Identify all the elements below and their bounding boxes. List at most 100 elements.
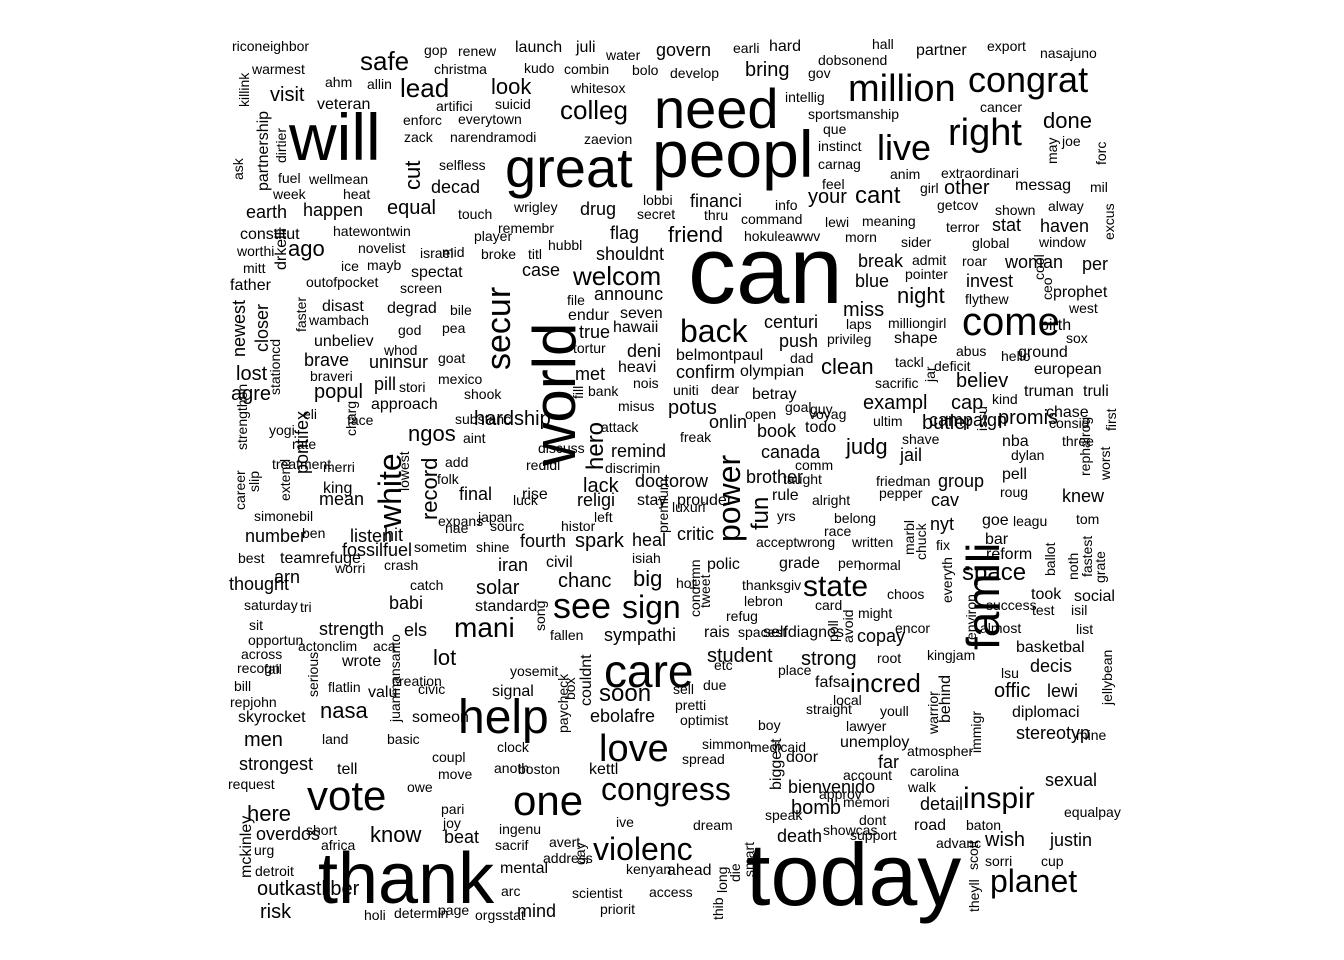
word-cloud-term: morn <box>845 229 877 245</box>
word-cloud-term: determin <box>394 905 448 921</box>
word-cloud-term: mid <box>442 244 465 260</box>
word-cloud-term: heat <box>343 186 370 202</box>
word-cloud-term: uniti <box>673 382 699 398</box>
word-cloud-term: right <box>948 112 1022 154</box>
word-cloud-term: lead <box>400 73 449 103</box>
word-cloud-term: tweet <box>697 574 713 608</box>
word-cloud-term: voyag <box>809 406 846 422</box>
word-cloud-term: father <box>230 277 272 294</box>
word-cloud-term: endur <box>568 307 610 324</box>
word-cloud-term: orgsstat <box>475 907 525 923</box>
word-cloud-term: anim <box>890 166 920 182</box>
word-cloud-term: nae <box>445 520 469 536</box>
word-cloud-term: stereotyp <box>1016 723 1090 743</box>
word-cloud-term: suicid <box>495 96 531 112</box>
word-cloud-term: tell <box>337 761 357 778</box>
word-cloud-term: serious <box>305 652 321 697</box>
word-cloud-term: remind <box>611 441 666 461</box>
word-cloud-term: land <box>322 731 348 747</box>
word-cloud-term: broke <box>481 246 516 262</box>
word-cloud-term: dylan <box>1011 447 1044 463</box>
word-cloud-term: civic <box>418 681 445 697</box>
word-cloud-term: first <box>1103 408 1119 431</box>
word-cloud-term: kenyan <box>626 861 671 877</box>
word-cloud-term: unemploy <box>840 734 909 751</box>
word-cloud-term: lebron <box>744 593 783 609</box>
word-cloud-term: pill <box>374 374 396 394</box>
word-cloud-term: rephalrog <box>1077 417 1093 476</box>
word-cloud-term: congress <box>601 771 731 807</box>
word-cloud-term: mani <box>454 612 515 643</box>
word-cloud-term: best <box>238 550 265 566</box>
word-cloud-term: opportun <box>248 632 303 648</box>
word-cloud-term: haven <box>1040 216 1089 236</box>
word-cloud-term: grate <box>1092 551 1108 583</box>
word-cloud-term: cool <box>1031 254 1047 280</box>
word-cloud-term: justin <box>1049 830 1092 850</box>
word-cloud-term: partnership <box>255 111 272 191</box>
word-cloud-term: milliongirl <box>888 315 946 331</box>
word-cloud-term: taught <box>783 471 822 487</box>
word-cloud-term: bar <box>985 531 1009 548</box>
word-cloud-term: privileg <box>827 331 871 347</box>
word-cloud-term: test <box>1032 602 1055 618</box>
word-cloud-term: here <box>247 801 291 826</box>
word-cloud-term: mean <box>319 489 364 509</box>
word-cloud-term: accept <box>756 534 797 550</box>
word-cloud-term: teamrefuge <box>280 550 361 567</box>
word-cloud-term: shook <box>464 386 502 402</box>
word-cloud-term: famili <box>957 543 1009 650</box>
word-cloud-term: mil <box>1090 179 1108 195</box>
word-cloud-term: freak <box>680 429 712 445</box>
word-cloud-term: book <box>757 421 797 441</box>
word-cloud-term: stat <box>992 215 1021 235</box>
word-cloud-term: tortur <box>573 340 606 356</box>
word-cloud-term: scientist <box>572 885 623 901</box>
word-cloud-term: ago <box>288 236 325 261</box>
word-cloud-term: japan <box>477 509 512 525</box>
word-cloud-term: memori <box>843 794 890 810</box>
word-cloud-term: outofpocket <box>306 274 378 290</box>
word-cloud-term: earli <box>733 40 759 56</box>
word-cloud-term: worri <box>334 560 365 576</box>
word-cloud-term: simonebil <box>254 508 313 524</box>
word-cloud-term: ask <box>230 157 246 180</box>
word-cloud-term: ice <box>341 258 359 274</box>
word-cloud-term: pen <box>838 555 861 571</box>
word-cloud-term: spread <box>682 751 725 767</box>
word-cloud-term: copay <box>857 626 905 646</box>
word-cloud-term: bill <box>234 678 251 694</box>
word-cloud-term: hero <box>582 422 609 470</box>
word-cloud-term: colleg <box>560 95 628 125</box>
word-cloud-term: support <box>850 827 897 843</box>
word-cloud-term: ben <box>302 525 325 541</box>
word-cloud-term: your <box>808 186 847 208</box>
word-cloud-term: dont <box>859 812 886 828</box>
word-cloud-term: vote <box>307 772 386 819</box>
word-cloud-term: thib <box>710 897 726 920</box>
word-cloud-term: poll <box>825 620 841 642</box>
word-cloud-term: lobbi <box>643 192 673 208</box>
word-cloud-term: mine <box>1076 727 1107 743</box>
word-cloud-term: lawyer <box>846 718 887 734</box>
word-cloud-term: equal <box>387 197 436 219</box>
word-cloud-term: file <box>567 292 585 308</box>
word-cloud-term: ballot <box>1042 542 1058 576</box>
word-cloud-term: advanc <box>936 835 981 851</box>
word-cloud-term: charg <box>343 401 359 436</box>
word-cloud-term: stationcd <box>267 339 283 395</box>
word-cloud-term: mckinley <box>238 816 255 878</box>
word-cloud-term: polic <box>707 556 740 573</box>
word-cloud-term: alright <box>812 492 850 508</box>
word-cloud-term: condemn <box>687 559 703 617</box>
word-cloud-term: deni <box>627 341 661 361</box>
word-cloud-term: fastest <box>1079 536 1095 577</box>
word-cloud-term: truman <box>1024 383 1074 400</box>
word-cloud-term: place <box>778 662 812 678</box>
word-cloud-term: woman <box>1004 252 1063 272</box>
word-cloud-term: took <box>1031 586 1062 603</box>
word-cloud-term: three <box>1062 433 1094 449</box>
word-cloud-term: ive <box>616 814 634 830</box>
word-cloud-term: constitut <box>240 226 300 243</box>
word-cloud-term: popul <box>314 381 363 403</box>
